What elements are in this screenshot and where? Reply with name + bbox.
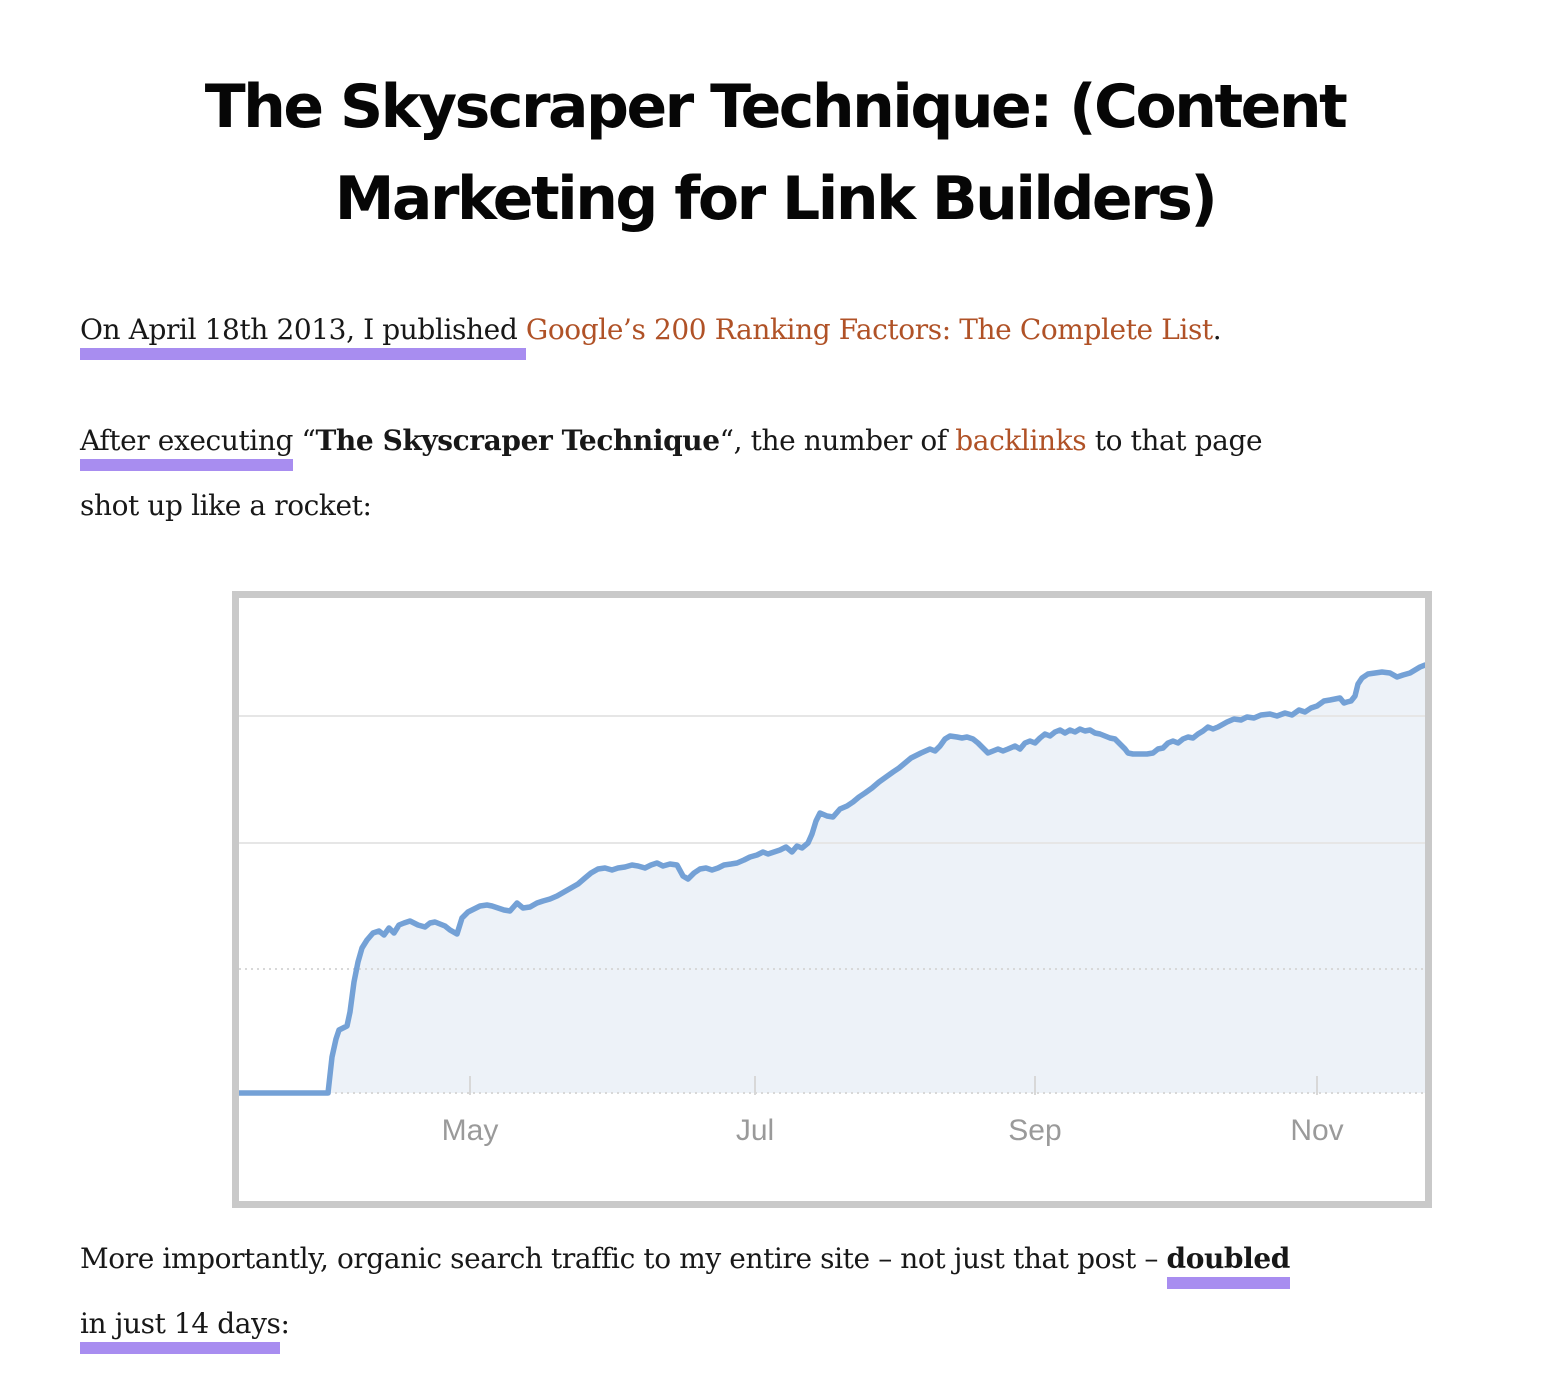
paragraph-text: to that page — [1086, 424, 1263, 457]
chart-line — [239, 662, 1425, 1096]
paragraph-text: . — [1212, 313, 1222, 346]
paragraph-text: More importantly, organic search traffic… — [80, 1242, 1167, 1275]
backlinks-paragraph: After executing “The Skyscraper Techniqu… — [80, 408, 1263, 538]
intro-paragraph: On April 18th 2013, I published Google’s… — [80, 297, 1222, 362]
underlined-phrase-14-days: in just 14 days — [80, 1307, 281, 1354]
traffic-paragraph: More importantly, organic search traffic… — [80, 1226, 1290, 1356]
paragraph-text: : — [280, 1307, 290, 1340]
doubled-bold-underlined: doubled — [1166, 1242, 1290, 1289]
backlinks-chart: May Jul Sep Nov — [239, 662, 1425, 1147]
page-title: The Skyscraper Technique: (Content Market… — [0, 61, 1550, 245]
paragraph-text: “ — [293, 424, 316, 457]
paragraph-text: shot up like a rocket: — [80, 489, 372, 522]
page-title-line-1: The Skyscraper Technique: (Content — [204, 72, 1348, 142]
underlined-phrase-published: On April 18th 2013, I published — [80, 313, 526, 360]
x-axis-label: May — [442, 1114, 499, 1147]
x-axis-label: Nov — [1290, 1114, 1343, 1147]
underlined-phrase-after-executing: After executing — [80, 424, 293, 471]
ranking-factors-link[interactable]: Google’s 200 Ranking Factors: The Comple… — [525, 313, 1213, 346]
backlinks-link[interactable]: backlinks — [955, 424, 1087, 457]
chart-area — [239, 665, 1425, 1093]
backlinks-chart-figure: May Jul Sep Nov — [232, 591, 1432, 1208]
skyscraper-technique-bold: The Skyscraper Technique — [315, 424, 720, 457]
x-axis-label: Jul — [736, 1114, 774, 1147]
page-title-line-2: Marketing for Link Builders) — [334, 164, 1218, 234]
x-axis-label: Sep — [1008, 1114, 1061, 1147]
paragraph-text: “, the number of — [719, 424, 956, 457]
